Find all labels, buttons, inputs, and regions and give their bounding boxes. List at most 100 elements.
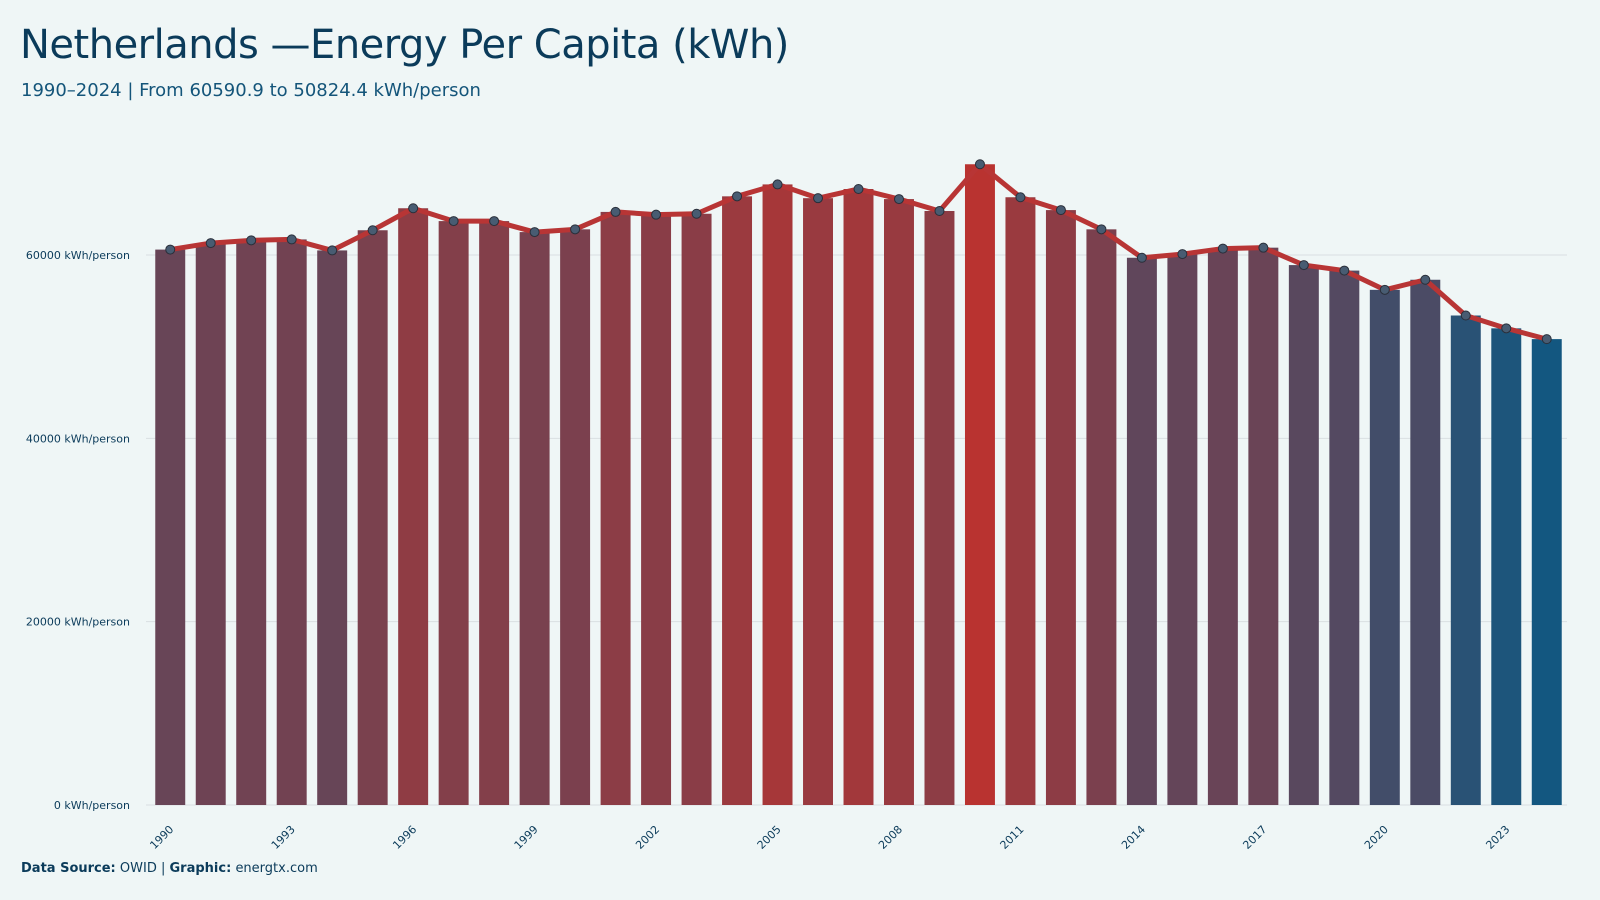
bar-2005 bbox=[762, 184, 793, 805]
marker-2013 bbox=[1096, 224, 1107, 235]
bar-2020 bbox=[1369, 289, 1400, 805]
x-axis-ticks: 1990 1993 1996 1999 2002 2005 2008 2011 2014 2017… bbox=[147, 823, 1512, 852]
marker-2012 bbox=[1055, 205, 1066, 216]
x-tick-label: 2002 bbox=[633, 823, 662, 852]
bar-2000 bbox=[560, 229, 591, 806]
marker-2016 bbox=[1217, 243, 1228, 254]
graphic-label: Graphic: bbox=[169, 861, 232, 876]
source-label: Data Source: bbox=[21, 861, 116, 876]
x-tick-label: 2020 bbox=[1362, 823, 1391, 852]
bar-2019 bbox=[1329, 270, 1360, 805]
marker-2023 bbox=[1501, 323, 1512, 334]
marker-2018 bbox=[1298, 260, 1309, 271]
bar-1998 bbox=[479, 221, 510, 806]
marker-2022 bbox=[1460, 310, 1471, 321]
x-tick-label: 1990 bbox=[147, 823, 176, 852]
marker-2010 bbox=[974, 159, 985, 170]
marker-2001 bbox=[610, 206, 621, 217]
marker-1999 bbox=[529, 227, 540, 238]
bar-1997 bbox=[438, 221, 469, 806]
caption: Data Source: OWID | Graphic: energtx.com bbox=[21, 861, 318, 876]
marker-2015 bbox=[1177, 249, 1188, 260]
x-tick-label: 1996 bbox=[390, 823, 419, 852]
marker-1991 bbox=[205, 238, 216, 249]
bars-group bbox=[155, 164, 1562, 806]
marker-2003 bbox=[691, 208, 702, 219]
y-tick-label: 0 kWh/person bbox=[54, 799, 130, 812]
chart-subtitle: 1990–2024 | From 60590.9 to 50824.4 kWh/… bbox=[21, 80, 481, 101]
bar-2011 bbox=[1005, 197, 1036, 805]
bar-2024 bbox=[1531, 339, 1562, 805]
marker-1994 bbox=[327, 245, 338, 256]
marker-2009 bbox=[934, 206, 945, 216]
y-tick-label: 40000 kWh/person bbox=[26, 432, 130, 445]
x-tick-label: 2011 bbox=[998, 823, 1027, 852]
marker-1993 bbox=[286, 234, 297, 245]
y-tick-label: 60000 kWh/person bbox=[26, 249, 130, 262]
marker-2006 bbox=[813, 193, 824, 204]
x-tick-label: 1993 bbox=[269, 823, 298, 852]
bar-1994 bbox=[317, 250, 348, 805]
chart-title: Netherlands —Energy Per Capita (kWh) bbox=[20, 22, 789, 68]
marker-2007 bbox=[853, 184, 864, 194]
x-tick-label: 2005 bbox=[755, 823, 784, 852]
bar-1999 bbox=[519, 232, 550, 806]
bar-2012 bbox=[1045, 210, 1076, 806]
marker-2019 bbox=[1339, 265, 1350, 276]
marker-2008 bbox=[893, 194, 904, 205]
bar-1993 bbox=[276, 239, 307, 805]
x-tick-label: 2014 bbox=[1119, 823, 1148, 852]
markers-group bbox=[165, 159, 1552, 345]
bar-2006 bbox=[803, 198, 833, 805]
marker-2002 bbox=[651, 209, 662, 220]
bar-2023 bbox=[1491, 328, 1522, 805]
caption-separator: | bbox=[160, 861, 166, 876]
bar-2007 bbox=[843, 189, 874, 805]
marker-2014 bbox=[1136, 252, 1147, 263]
graphic-value: energtx.com bbox=[235, 861, 318, 876]
source-value: OWID bbox=[119, 861, 157, 876]
marker-2024 bbox=[1541, 334, 1552, 345]
bar-1990 bbox=[155, 249, 186, 805]
bar-2009 bbox=[924, 211, 955, 805]
x-tick-label: 2008 bbox=[876, 823, 905, 852]
bar-2017 bbox=[1248, 247, 1279, 805]
marker-1996 bbox=[408, 203, 419, 214]
marker-2017 bbox=[1258, 242, 1269, 253]
marker-2021 bbox=[1420, 274, 1431, 285]
marker-1992 bbox=[246, 235, 257, 246]
x-tick-label: 1999 bbox=[512, 823, 541, 852]
bar-1992 bbox=[236, 240, 267, 806]
bar-2004 bbox=[722, 196, 753, 806]
marker-2004 bbox=[732, 191, 743, 202]
bar-1995 bbox=[357, 230, 388, 805]
bar-1991 bbox=[195, 243, 226, 806]
marker-1997 bbox=[448, 216, 459, 227]
marker-2005 bbox=[772, 179, 783, 190]
bar-2022 bbox=[1450, 315, 1481, 805]
x-tick-label: 2023 bbox=[1483, 823, 1512, 852]
bar-2002 bbox=[641, 214, 672, 805]
y-tick-label: 20000 kWh/person bbox=[26, 616, 130, 629]
marker-2011 bbox=[1015, 192, 1026, 203]
bar-2014 bbox=[1126, 257, 1157, 805]
marker-1995 bbox=[367, 225, 378, 236]
y-axis-ticks: 0 kWh/person 20000 kWh/person 40000 kWh/pe… bbox=[26, 249, 130, 812]
bar-2018 bbox=[1288, 265, 1319, 805]
marker-2000 bbox=[570, 224, 581, 235]
bar-2003 bbox=[681, 213, 712, 805]
bar-2001 bbox=[600, 211, 631, 805]
bar-2010 bbox=[964, 164, 995, 805]
bar-2016 bbox=[1207, 248, 1238, 806]
marker-1990 bbox=[165, 244, 176, 255]
marker-1998 bbox=[489, 216, 500, 227]
bar-2013 bbox=[1086, 229, 1117, 806]
bar-2015 bbox=[1167, 254, 1198, 806]
bar-2008 bbox=[884, 199, 914, 806]
x-tick-label: 2017 bbox=[1240, 823, 1269, 852]
bar-1996 bbox=[398, 208, 429, 805]
marker-2020 bbox=[1379, 284, 1390, 295]
bar-2021 bbox=[1410, 279, 1441, 805]
